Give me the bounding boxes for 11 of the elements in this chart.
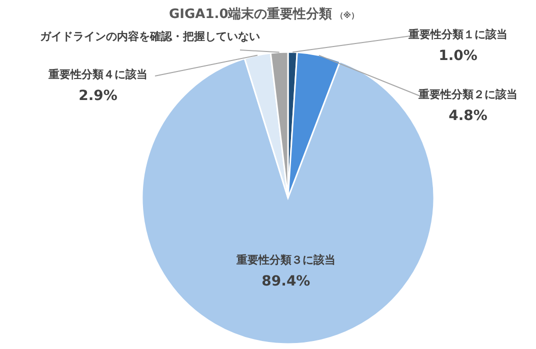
- data-label: 89.4%: [262, 274, 310, 290]
- chart-title: GIGA1.0端末の重要性分類: [168, 7, 332, 22]
- slice-label: 重要性分類１に該当: [408, 28, 508, 41]
- data-label: 2.9%: [78, 88, 118, 104]
- chart-subtitle: （※）: [335, 11, 360, 20]
- slice-label: 重要性分類２に該当: [418, 88, 518, 101]
- slice-label: 重要性分類３に該当: [235, 254, 336, 267]
- slice-label: ガイドラインの内容を確認・把握していない: [40, 30, 260, 43]
- data-label: 4.8%: [448, 108, 488, 124]
- data-label: 1.0%: [438, 48, 478, 64]
- slice-label: 重要性分類４に該当: [48, 68, 148, 81]
